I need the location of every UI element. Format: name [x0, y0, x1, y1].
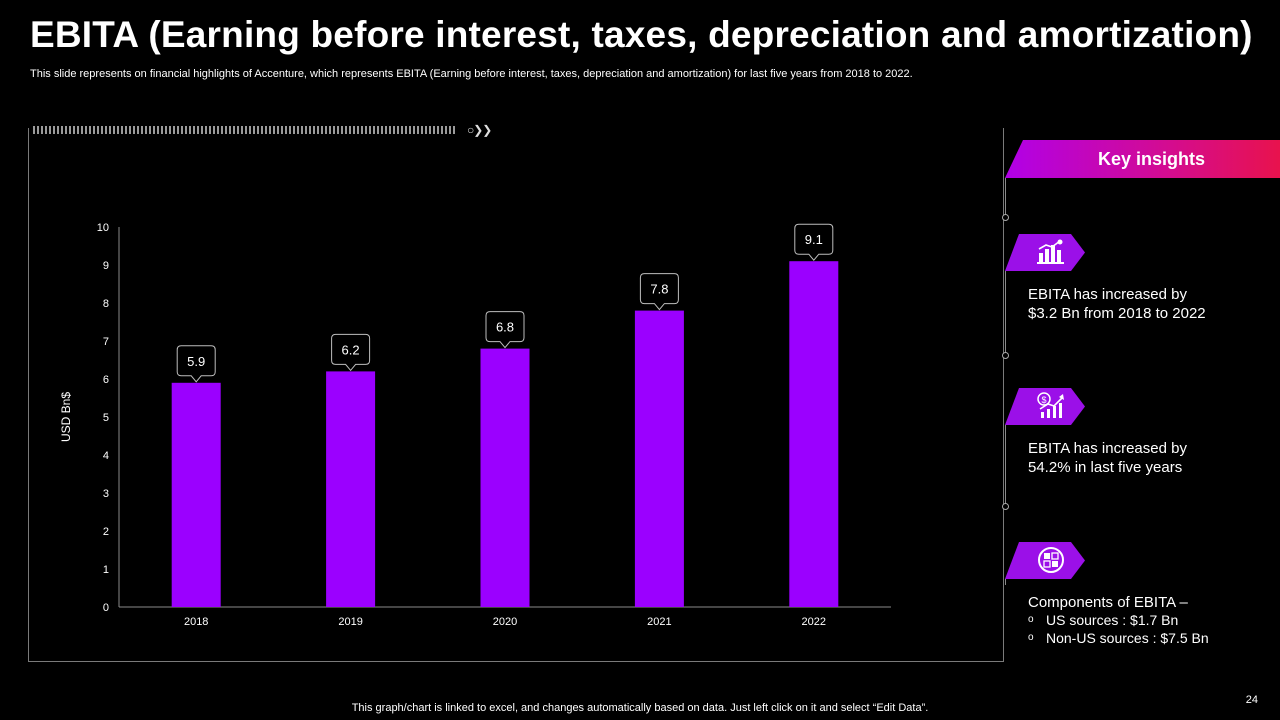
data-label-callout [331, 333, 371, 372]
data-label-callout [176, 345, 216, 383]
connector-dot [1002, 352, 1009, 359]
connector-line [1005, 271, 1006, 353]
insight-2-line-1: EBITA has increased by [1028, 440, 1187, 457]
x-tick-label: 2022 [802, 616, 826, 628]
insight-3-bullets: o US sources : $1.7 Bn o Non-US sources … [1028, 611, 1209, 647]
key-insights-title: Key insights [1097, 148, 1206, 169]
y-tick-label: 2 [103, 526, 109, 538]
y-tick-label: 4 [103, 450, 109, 462]
y-tick-label: 3 [103, 488, 109, 500]
x-tick-label: 2019 [338, 616, 362, 628]
svg-text:$: $ [1041, 395, 1046, 405]
bullet-text: Non-US sources : $7.5 Bn [1046, 630, 1209, 646]
components-icon [1034, 545, 1068, 575]
connector-line [1005, 579, 1006, 585]
ebita-bar-chart[interactable]: 0 1 2 3 4 5 6 7 8 9 10 USD Bn$ 2018 5.9 2019 6.2 2020 6.8… [0, 0, 1000, 680]
data-label: 5.9 [187, 354, 205, 369]
data-label: 6.2 [342, 342, 360, 357]
insight-2-line-2: 54.2% in last five years [1028, 459, 1183, 476]
circle-bullet-icon: o [1028, 614, 1034, 625]
circle-bullet-icon: o [1028, 632, 1034, 643]
connector-dot [1002, 214, 1009, 221]
bar [634, 310, 684, 607]
x-tick-label: 2021 [647, 616, 671, 628]
y-axis-title: USD Bn$ [59, 392, 73, 442]
chart-frame [28, 128, 1004, 662]
bullet-text: US sources : $1.7 Bn [1046, 612, 1179, 628]
y-tick-label: 9 [103, 260, 109, 272]
key-insights-header: Key insights [1005, 140, 1280, 178]
insight-text-1: EBITA has increased by $3.2 Bn from 2018… [1028, 285, 1206, 323]
data-label-callout [485, 311, 525, 349]
y-tick-label: 1 [103, 564, 109, 576]
connector-dot [1002, 503, 1009, 510]
insight-3-heading: Components of EBITA – [1028, 594, 1188, 611]
page-title: EBITA (Earning before interest, taxes, d… [30, 14, 1253, 55]
x-tick-label: 2018 [184, 616, 208, 628]
data-label: 9.1 [805, 232, 823, 247]
y-tick-label: 7 [103, 336, 109, 348]
bar [789, 261, 839, 607]
list-item: o Non-US sources : $7.5 Bn [1028, 629, 1209, 647]
bar [171, 382, 221, 607]
dollar-growth-icon: $ [1034, 391, 1068, 421]
footer-note: This graph/chart is linked to excel, and… [351, 702, 929, 714]
y-tick-label: 0 [103, 602, 109, 614]
x-tick-label: 2020 [493, 616, 517, 628]
y-tick-label: 8 [103, 298, 109, 310]
data-label-callout [639, 273, 679, 311]
data-label: 7.8 [650, 282, 668, 297]
data-label-callout [794, 223, 834, 261]
arrow-chevron-icon: ○❯❯ [467, 123, 492, 137]
bar [326, 371, 376, 607]
insight-text-2: EBITA has increased by 54.2% in last fiv… [1028, 439, 1187, 477]
list-item: o US sources : $1.7 Bn [1028, 611, 1209, 629]
data-label: 6.8 [496, 320, 514, 335]
insight-1-line-2: $3.2 Bn from 2018 to 2022 [1028, 305, 1206, 322]
page-number: 24 [1245, 694, 1258, 706]
building-chart-icon [1034, 237, 1068, 267]
connector-line [1005, 178, 1006, 216]
y-tick-label: 10 [97, 222, 109, 234]
insight-1-line-1: EBITA has increased by [1028, 286, 1187, 303]
decorative-dash-strip [33, 126, 456, 134]
bar [480, 348, 530, 607]
page-subtitle: This slide represents on financial highl… [30, 68, 913, 80]
y-tick-label: 5 [103, 412, 109, 424]
connector-line [1005, 425, 1006, 505]
y-tick-label: 6 [103, 374, 109, 386]
